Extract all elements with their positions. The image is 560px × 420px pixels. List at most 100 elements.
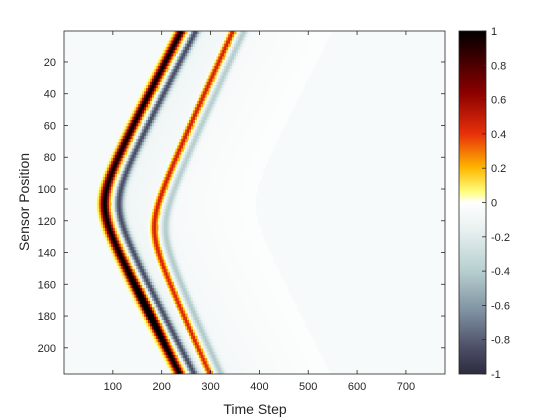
heatmap-cell bbox=[148, 119, 151, 124]
heatmap-cell bbox=[122, 205, 126, 210]
heatmap-cell bbox=[249, 84, 253, 89]
heatmap-cell bbox=[218, 154, 221, 159]
heatmap-cell bbox=[138, 202, 141, 207]
heatmap-cell bbox=[183, 177, 186, 181]
heatmap-cell bbox=[261, 100, 264, 105]
heatmap-cell bbox=[222, 154, 225, 159]
heatmap-cell bbox=[296, 62, 300, 67]
heatmap-cell bbox=[208, 196, 212, 200]
heatmap-cell bbox=[208, 148, 212, 153]
heatmap-cell bbox=[138, 221, 141, 226]
heatmap-cell bbox=[161, 135, 165, 140]
heatmap-cell bbox=[267, 129, 270, 134]
heatmap-cell bbox=[132, 208, 135, 213]
heatmap-cell bbox=[233, 40, 237, 45]
heatmap-cell bbox=[138, 107, 141, 111]
heatmap-cell bbox=[138, 97, 141, 102]
heatmap-cell bbox=[163, 84, 167, 89]
heatmap-cell bbox=[265, 75, 268, 80]
heatmap-cell bbox=[218, 116, 221, 121]
heatmap-cell bbox=[206, 119, 210, 124]
heatmap-cell bbox=[179, 202, 182, 207]
heatmap-cell bbox=[136, 205, 139, 210]
heatmap-cell bbox=[116, 192, 120, 197]
heatmap-cell bbox=[151, 138, 155, 143]
heatmap-cell bbox=[286, 31, 290, 35]
heatmap-cell bbox=[202, 151, 206, 156]
heatmap-cell bbox=[304, 46, 307, 51]
heatmap-cell bbox=[218, 113, 221, 118]
heatmap-cell bbox=[210, 123, 214, 127]
heatmap-cell bbox=[118, 215, 122, 219]
heatmap-cell bbox=[210, 202, 214, 207]
heatmap-cell bbox=[183, 72, 186, 77]
heatmap-cell bbox=[185, 167, 188, 172]
heatmap-cell bbox=[171, 186, 175, 191]
heatmap-cell bbox=[241, 94, 245, 99]
heatmap-cell bbox=[187, 78, 190, 83]
heatmap-cell bbox=[138, 189, 141, 194]
heatmap-cell bbox=[230, 116, 233, 121]
heatmap-cell bbox=[155, 186, 159, 191]
heatmap-cell bbox=[177, 224, 180, 229]
heatmap-cell bbox=[226, 43, 229, 48]
heatmap-cell bbox=[159, 173, 163, 178]
heatmap-cell bbox=[220, 151, 223, 156]
heatmap-cell bbox=[167, 164, 171, 169]
heatmap-cell bbox=[116, 161, 120, 165]
heatmap-cell bbox=[191, 138, 194, 143]
heatmap-cell bbox=[142, 129, 145, 134]
heatmap-cell bbox=[226, 142, 229, 146]
heatmap-cell bbox=[292, 65, 296, 70]
heatmap-cell bbox=[140, 142, 143, 146]
heatmap-cell bbox=[157, 142, 161, 146]
heatmap-cell bbox=[171, 224, 175, 229]
heatmap-cell bbox=[204, 119, 208, 124]
heatmap-cell bbox=[255, 135, 259, 140]
heatmap-cell bbox=[142, 205, 145, 210]
heatmap-cell bbox=[306, 56, 309, 61]
heatmap-cell bbox=[153, 208, 157, 213]
heatmap-cell bbox=[163, 81, 167, 86]
heatmap-cell bbox=[103, 205, 106, 210]
heatmap-cell bbox=[192, 97, 196, 102]
heatmap-cell bbox=[261, 69, 264, 73]
heatmap-cell bbox=[148, 218, 151, 223]
heatmap-cell bbox=[300, 37, 303, 42]
heatmap-cell bbox=[191, 37, 194, 42]
heatmap-cell bbox=[155, 119, 159, 124]
heatmap-cell bbox=[251, 199, 255, 204]
heatmap-cell bbox=[228, 186, 231, 191]
heatmap-cell bbox=[275, 84, 278, 89]
heatmap-cell bbox=[218, 135, 221, 140]
heatmap-cell bbox=[185, 192, 188, 197]
heatmap-cell bbox=[237, 59, 241, 64]
heatmap-cell bbox=[216, 50, 219, 54]
heatmap-cell bbox=[245, 221, 249, 226]
heatmap-cell bbox=[214, 91, 217, 96]
heatmap-cell bbox=[228, 104, 231, 108]
heatmap-cell bbox=[224, 212, 227, 216]
heatmap-cell bbox=[159, 129, 163, 134]
heatmap-cell bbox=[181, 97, 184, 102]
heatmap-cell bbox=[286, 81, 290, 86]
heatmap-cell bbox=[103, 186, 106, 191]
heatmap-cell bbox=[235, 59, 239, 64]
heatmap-cell bbox=[161, 142, 165, 146]
heatmap-cell bbox=[171, 215, 175, 219]
heatmap-cell bbox=[189, 218, 192, 223]
heatmap-cell bbox=[134, 151, 137, 156]
heatmap-cell bbox=[214, 208, 217, 213]
heatmap-cell bbox=[284, 119, 288, 124]
heatmap-cell bbox=[208, 158, 212, 162]
heatmap-cell bbox=[103, 221, 106, 226]
heatmap-cell bbox=[228, 62, 231, 67]
heatmap-cell bbox=[196, 94, 200, 99]
heatmap-cell bbox=[151, 221, 155, 226]
heatmap-cell bbox=[261, 40, 264, 45]
heatmap-cell bbox=[276, 129, 280, 134]
heatmap-cell bbox=[136, 212, 139, 216]
heatmap-cell bbox=[159, 104, 163, 108]
heatmap-cell bbox=[177, 154, 180, 159]
heatmap-cell bbox=[192, 161, 196, 165]
